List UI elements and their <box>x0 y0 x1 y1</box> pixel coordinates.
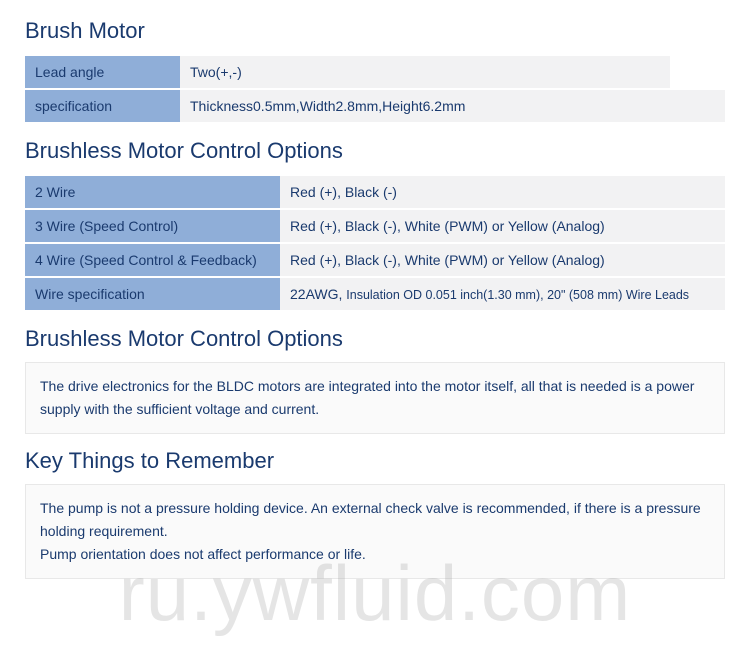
section3-text: The drive electronics for the BLDC motor… <box>40 375 710 421</box>
row-value-main: 22AWG, <box>290 286 346 302</box>
table-row: 4 Wire (Speed Control & Feedback) Red (+… <box>25 244 725 276</box>
row-label: Wire specification <box>25 278 280 310</box>
row-label: 4 Wire (Speed Control & Feedback) <box>25 244 280 276</box>
section4-title: Key Things to Remember <box>25 448 725 474</box>
row-label: Lead angle <box>25 56 180 88</box>
table-row: specification Thickness0.5mm,Width2.8mm,… <box>25 90 725 122</box>
table-row: Lead angle Two(+,-) <box>25 56 725 88</box>
row-value: 22AWG, Insulation OD 0.051 inch(1.30 mm)… <box>280 278 725 310</box>
table-row: 2 Wire Red (+), Black (-) <box>25 176 725 208</box>
table-row: Wire specification 22AWG, Insulation OD … <box>25 278 725 310</box>
section4-text2: Pump orientation does not affect perform… <box>40 543 710 566</box>
row-value: Two(+,-) <box>180 56 670 88</box>
row-value: Red (+), Black (-), White (PWM) or Yello… <box>280 210 725 242</box>
section1-table: Lead angle Two(+,-) specification Thickn… <box>25 54 725 124</box>
row-label: 3 Wire (Speed Control) <box>25 210 280 242</box>
section4-note: The pump is not a pressure holding devic… <box>25 484 725 579</box>
section2-title: Brushless Motor Control Options <box>25 138 725 164</box>
row-value: Red (+), Black (-) <box>280 176 725 208</box>
section3-note: The drive electronics for the BLDC motor… <box>25 362 725 434</box>
row-value: Thickness0.5mm,Width2.8mm,Height6.2mm <box>180 90 725 122</box>
row-value-suffix: Insulation OD 0.051 inch(1.30 mm), 20" (… <box>346 288 689 302</box>
row-label: 2 Wire <box>25 176 280 208</box>
row-value: Red (+), Black (-), White (PWM) or Yello… <box>280 244 725 276</box>
row-label: specification <box>25 90 180 122</box>
page-container: Brush Motor Lead angle Two(+,-) specific… <box>0 0 750 589</box>
section4-text1: The pump is not a pressure holding devic… <box>40 497 710 543</box>
section1-title: Brush Motor <box>25 18 725 44</box>
table-row: 3 Wire (Speed Control) Red (+), Black (-… <box>25 210 725 242</box>
section3-title: Brushless Motor Control Options <box>25 326 725 352</box>
section2-table: 2 Wire Red (+), Black (-) 3 Wire (Speed … <box>25 174 725 312</box>
